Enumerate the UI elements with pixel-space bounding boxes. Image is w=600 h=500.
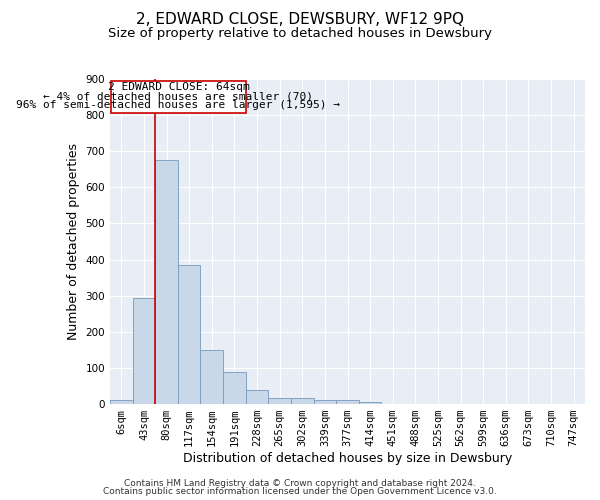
Bar	[359, 402, 382, 404]
Bar	[200, 350, 223, 404]
FancyBboxPatch shape	[111, 81, 246, 114]
Text: 2 EDWARD CLOSE: 64sqm: 2 EDWARD CLOSE: 64sqm	[107, 82, 250, 92]
Bar	[291, 398, 314, 404]
Bar	[178, 265, 200, 404]
Text: Contains public sector information licensed under the Open Government Licence v3: Contains public sector information licen…	[103, 487, 497, 496]
Text: 96% of semi-detached houses are larger (1,595) →: 96% of semi-detached houses are larger (…	[16, 100, 340, 110]
Bar	[246, 390, 268, 404]
Bar	[223, 372, 246, 404]
Text: Size of property relative to detached houses in Dewsbury: Size of property relative to detached ho…	[108, 28, 492, 40]
Bar	[268, 398, 291, 404]
Bar	[133, 298, 155, 404]
Bar	[110, 400, 133, 404]
Text: 2, EDWARD CLOSE, DEWSBURY, WF12 9PQ: 2, EDWARD CLOSE, DEWSBURY, WF12 9PQ	[136, 12, 464, 28]
Bar	[314, 400, 336, 404]
Bar	[336, 400, 359, 404]
Bar	[155, 160, 178, 404]
Text: ← 4% of detached houses are smaller (70): ← 4% of detached houses are smaller (70)	[43, 92, 313, 102]
X-axis label: Distribution of detached houses by size in Dewsbury: Distribution of detached houses by size …	[183, 452, 512, 465]
Y-axis label: Number of detached properties: Number of detached properties	[67, 143, 80, 340]
Text: Contains HM Land Registry data © Crown copyright and database right 2024.: Contains HM Land Registry data © Crown c…	[124, 478, 476, 488]
